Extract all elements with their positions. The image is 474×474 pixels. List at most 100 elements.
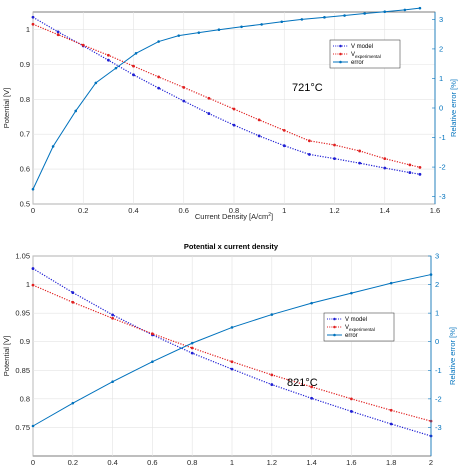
data-point bbox=[31, 283, 35, 287]
data-point bbox=[270, 383, 274, 386]
data-point bbox=[230, 367, 234, 371]
x-tick-label: 0.8 bbox=[229, 206, 239, 215]
x-tick-label: 0 bbox=[31, 458, 35, 467]
x-tick-label: 0.6 bbox=[147, 458, 157, 467]
data-point bbox=[31, 424, 35, 428]
y-right-tick-label: -3 bbox=[435, 423, 442, 432]
x-tick-label: 1 bbox=[282, 206, 286, 215]
data-point bbox=[350, 397, 353, 401]
x-tick-label: 1 bbox=[230, 458, 234, 467]
data-point bbox=[408, 171, 412, 174]
y-axis-right-label: Relative error [%] bbox=[448, 327, 457, 385]
x-tick-label: 1.4 bbox=[380, 206, 390, 215]
data-point bbox=[114, 66, 118, 70]
data-point bbox=[151, 360, 154, 364]
x-tick-label: 0.2 bbox=[68, 458, 78, 467]
temperature-annotation: 721°C bbox=[292, 82, 323, 94]
y-right-tick-label: -2 bbox=[439, 163, 446, 172]
data-point bbox=[389, 281, 393, 285]
data-point bbox=[350, 291, 353, 295]
temperature-annotation: 821°C bbox=[287, 377, 318, 389]
data-point bbox=[190, 346, 194, 350]
legend-marker bbox=[339, 60, 342, 64]
y-left-tick-label: 0.75 bbox=[15, 423, 30, 432]
data-point bbox=[230, 360, 234, 364]
y-left-tick-label: 0.95 bbox=[15, 309, 30, 318]
x-axis: 0 0.2 0.4 0.6 0.8 1 1.2 1.4 1.6 bbox=[31, 206, 440, 215]
data-point bbox=[157, 86, 161, 90]
data-point bbox=[111, 380, 114, 384]
x-tick-label: 1.4 bbox=[306, 458, 316, 467]
data-point bbox=[333, 143, 336, 147]
data-point bbox=[282, 128, 286, 132]
data-point bbox=[71, 291, 75, 294]
data-point bbox=[408, 163, 412, 167]
data-point bbox=[282, 144, 286, 148]
y-right-tick-label: 1 bbox=[439, 74, 443, 83]
data-point bbox=[310, 385, 313, 389]
legend-marker bbox=[333, 317, 336, 321]
data-point bbox=[71, 300, 75, 304]
data-point bbox=[232, 107, 236, 111]
data-point bbox=[31, 22, 35, 26]
x-tick-label: 2 bbox=[429, 458, 433, 467]
data-point bbox=[310, 396, 313, 400]
y-right-tick-label: 0 bbox=[435, 337, 439, 346]
data-point bbox=[157, 75, 161, 79]
series-layer bbox=[31, 267, 433, 438]
legend-label: error bbox=[351, 60, 364, 66]
y-right-tick-label: -1 bbox=[439, 133, 446, 142]
x-tick-label: 1.6 bbox=[346, 458, 356, 467]
legend-marker bbox=[339, 52, 342, 56]
y-right-tick-label: 3 bbox=[435, 252, 439, 261]
data-point bbox=[31, 267, 35, 270]
data-point bbox=[232, 123, 236, 127]
y-left-tick-label: 1.05 bbox=[15, 252, 30, 261]
data-point bbox=[358, 149, 362, 153]
y-right-tick-label: -2 bbox=[435, 394, 442, 403]
data-point bbox=[31, 15, 35, 19]
data-point bbox=[132, 73, 135, 77]
data-point bbox=[197, 31, 201, 34]
x-axis: 0 0.2 0.4 0.6 0.8 1 1.2 1.4 1.6 1.8 2 bbox=[31, 458, 433, 467]
y-axis-left: 0.75 0.8 0.85 0.9 0.95 1 1.05 bbox=[15, 252, 30, 432]
data-point bbox=[389, 408, 393, 412]
y-right-tick-label: -1 bbox=[435, 366, 442, 375]
data-point bbox=[383, 166, 387, 170]
y-left-tick-label: 1 bbox=[26, 25, 30, 34]
data-point bbox=[217, 28, 221, 32]
data-point bbox=[106, 53, 110, 57]
y-left-tick-label: 1 bbox=[26, 280, 30, 289]
data-point bbox=[182, 86, 186, 89]
x-tick-label: 1.2 bbox=[267, 458, 277, 467]
x-tick-label: 0.2 bbox=[78, 206, 88, 215]
x-axis-label: Current Density [A/cm2] bbox=[195, 212, 273, 221]
y-axis-right-label: Relative error [%] bbox=[449, 79, 458, 137]
x-tick-label: 1.6 bbox=[430, 206, 440, 215]
y-right-tick-label: -3 bbox=[439, 192, 446, 201]
data-point bbox=[310, 301, 313, 305]
y-left-tick-label: 0.8 bbox=[20, 95, 30, 104]
x-tick-label: 1.8 bbox=[386, 458, 396, 467]
legend-label: Vexperimental bbox=[351, 52, 381, 59]
data-point bbox=[389, 422, 393, 426]
legend-marker bbox=[333, 325, 336, 329]
data-point bbox=[74, 109, 78, 113]
data-point bbox=[132, 64, 135, 68]
y-right-tick-label: 2 bbox=[435, 280, 439, 289]
y-left-tick-label: 0.5 bbox=[20, 200, 30, 209]
data-point bbox=[111, 316, 114, 320]
data-point bbox=[323, 16, 326, 19]
data-point bbox=[207, 96, 211, 100]
data-point bbox=[383, 10, 387, 14]
data-point bbox=[300, 18, 304, 21]
x-tick-label: 0 bbox=[31, 206, 35, 215]
legend-marker bbox=[339, 44, 342, 48]
y-right-tick-label: 0 bbox=[439, 104, 443, 113]
chart-821c: Potential x current density 0.750.80.850… bbox=[2, 242, 457, 467]
data-point bbox=[307, 153, 311, 156]
